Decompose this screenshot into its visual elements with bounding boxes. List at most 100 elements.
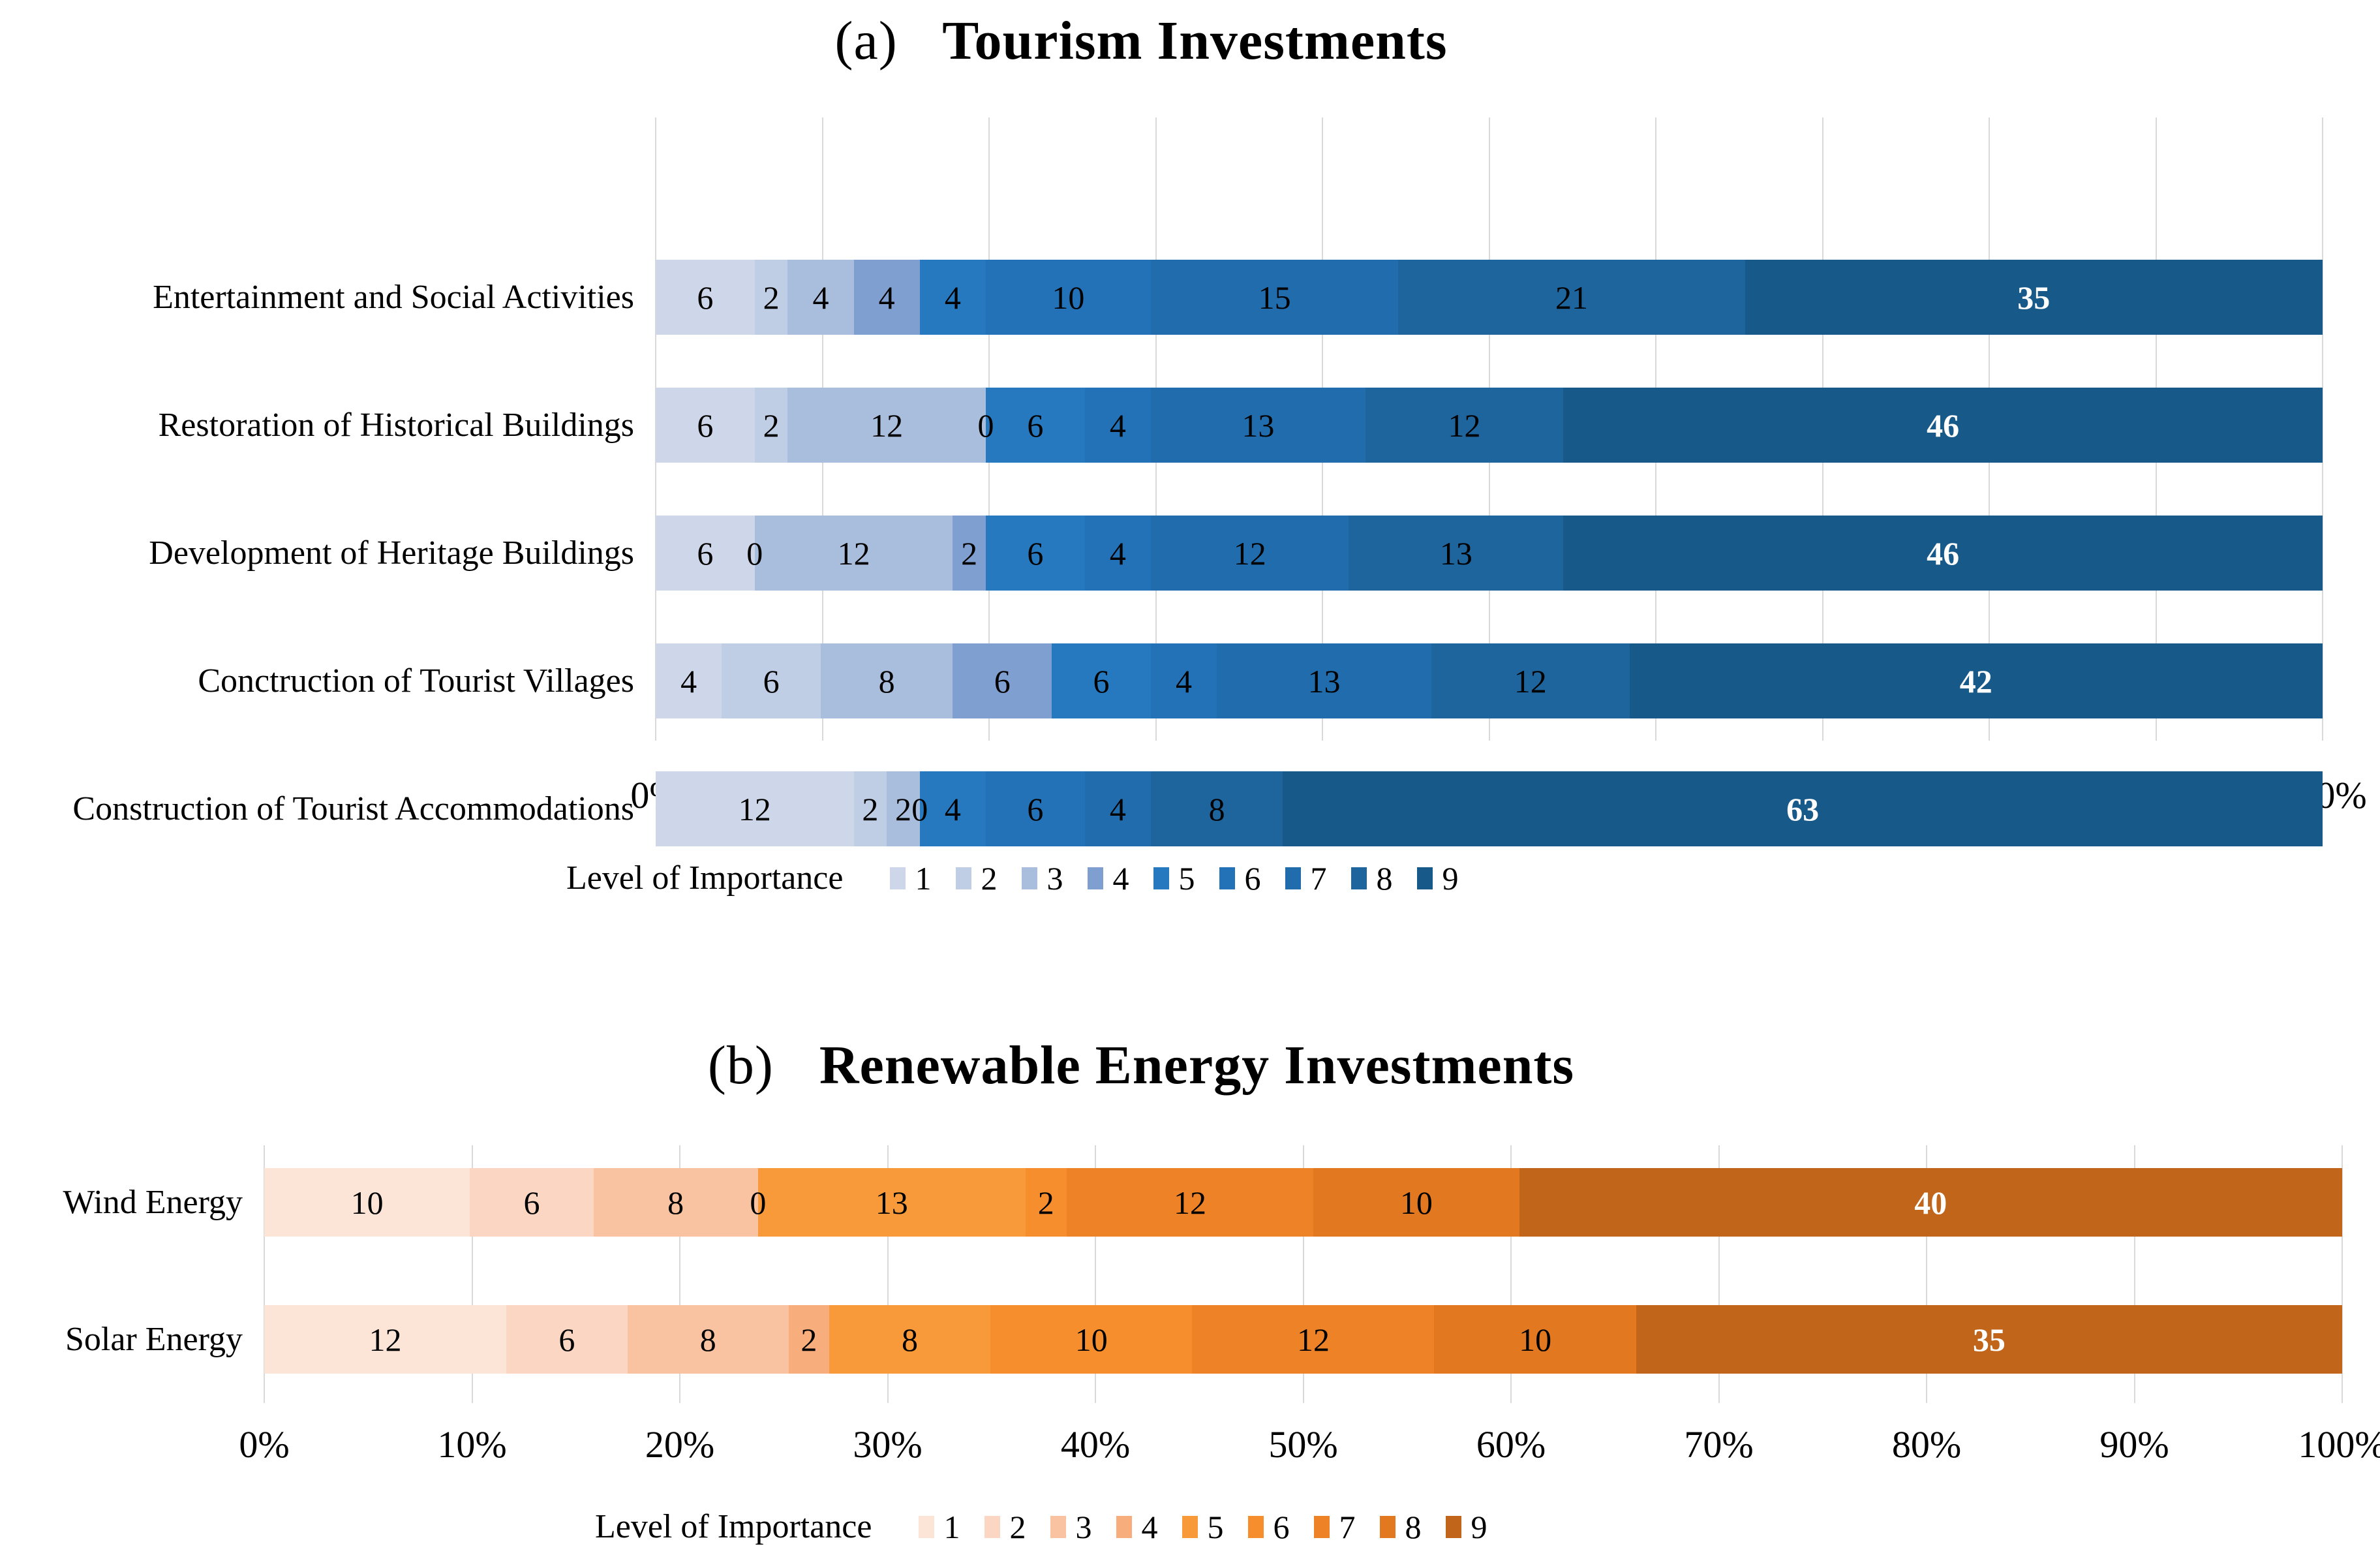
axis-tick-label: 60% <box>1476 1423 1546 1466</box>
legend-swatch <box>1314 1515 1330 1538</box>
bar-segment: 46 <box>1563 516 2323 591</box>
segment-value-label: 12 <box>1448 407 1481 444</box>
bar-segment: 10 <box>985 260 1151 335</box>
segment-value-label: 15 <box>1258 279 1291 316</box>
bar-segment: 4 <box>853 260 920 335</box>
gridline <box>1718 1145 1720 1403</box>
segment-value-label: 4 <box>944 279 961 316</box>
segment-value-label: 4 <box>1109 790 1126 827</box>
legend-swatch <box>1219 867 1236 889</box>
gridline <box>2342 1145 2343 1403</box>
legend-swatch <box>1050 1515 1067 1538</box>
legend-item: 5 <box>1182 1511 1223 1543</box>
segment-value-label: 2 <box>763 407 780 444</box>
legend-label: 8 <box>1376 859 1393 897</box>
gridline <box>1302 1145 1304 1403</box>
legend-swatch <box>956 867 972 889</box>
segment-value-label: 10 <box>1075 1321 1108 1358</box>
bar-segment: 40 <box>1519 1168 2342 1237</box>
segment-value-label: 0 <box>750 1184 767 1221</box>
legend-swatch <box>1116 1515 1133 1538</box>
segment-value-label: 0 <box>977 407 994 444</box>
segment-value-label: 8 <box>699 1321 716 1358</box>
legend-label: 1 <box>943 1508 960 1545</box>
bar-segment: 2 <box>1025 1168 1067 1237</box>
bar-segment: 13 <box>1150 388 1365 463</box>
bar-segment: 46 <box>1563 388 2323 463</box>
bar-segment: 8 <box>627 1305 789 1374</box>
legend-label: 3 <box>1046 859 1063 897</box>
bar-segment: 2 <box>853 771 887 846</box>
bar-segment: 6 <box>722 643 821 718</box>
bar-segment: 35 <box>1636 1305 2342 1374</box>
legend-label: 5 <box>1178 859 1195 897</box>
category-label: Entertainment and Social Activities <box>153 279 634 316</box>
legend-item: 9 <box>1417 862 1458 895</box>
chart-b-x-axis: 0% 10% 20% 30% 40% 50% 60% 70% 80% 90% 100% <box>239 1423 2380 1475</box>
legend-label: 4 <box>1112 859 1129 897</box>
segment-value-label: 6 <box>523 1184 540 1221</box>
bar-segment: 12 <box>1431 643 1630 718</box>
bar-segment: 10 <box>1313 1168 1519 1237</box>
segment-value-label: 6 <box>697 534 714 572</box>
bar-segment: 8 <box>820 643 953 718</box>
legend-item: 4 <box>1088 862 1129 895</box>
chart-b-title-text: Renewable Energy Investments <box>819 1035 1575 1096</box>
segment-value-label: 21 <box>1555 279 1588 316</box>
bar-segment: 6 <box>985 771 1085 846</box>
bar-segment: 13 <box>1349 516 1564 591</box>
bar-segment: 12 <box>1150 516 1349 591</box>
bar-segment: 12 <box>264 1305 507 1374</box>
gridline <box>2322 117 2323 741</box>
segment-value-label: 2 <box>862 790 879 827</box>
bar-segment: 6 <box>656 516 755 591</box>
bar-segment: 4 <box>1084 388 1151 463</box>
tourism-investments-chart: (a) Tourism Investments Entertainment an… <box>72 10 2366 897</box>
segment-value-label: 2 <box>961 534 978 572</box>
segment-value-label: 8 <box>878 662 895 700</box>
segment-value-label: 12 <box>738 790 771 827</box>
legend-swatch <box>1446 1515 1462 1538</box>
segment-value-label: 42 <box>1959 662 1992 700</box>
bar-segment: 6 <box>985 516 1085 591</box>
axis-tick-label: 30% <box>853 1423 923 1466</box>
legend-label: 7 <box>1339 1508 1356 1545</box>
legend-swatch <box>919 1515 935 1538</box>
bar-row: 6 0 12 2 6 4 12 13 46 <box>656 516 2323 591</box>
segment-value-label: 46 <box>1927 534 1960 572</box>
axis-tick-label: 40% <box>1060 1423 1131 1466</box>
bar-segment: 12 <box>1365 388 1564 463</box>
segment-value-label: 12 <box>1233 534 1266 572</box>
legend-item: 9 <box>1446 1511 1487 1543</box>
segment-value-label: 35 <box>2017 279 2051 316</box>
segment-value-label: 2 <box>1037 1184 1054 1221</box>
bar-segment: 6 <box>953 643 1052 718</box>
bar-segment: 12 <box>1066 1168 1314 1237</box>
bar-row: 4 6 8 6 6 4 13 12 42 <box>656 643 2323 718</box>
bar-segment: 12 <box>656 771 854 846</box>
bar-segment: 10 <box>264 1168 470 1237</box>
legend-item: 5 <box>1153 862 1195 895</box>
axis-tick-label: 80% <box>1891 1423 1962 1466</box>
legend-item: 6 <box>1219 862 1260 895</box>
legend-swatch <box>1022 867 1038 889</box>
legend-item: 8 <box>1380 1511 1421 1543</box>
bar-segment: 21 <box>1398 260 1745 335</box>
legend-item: 7 <box>1314 1511 1355 1543</box>
category-label: Conctruction of Tourist Villages <box>198 662 634 700</box>
bar-segment: 12 <box>754 516 953 591</box>
legend-label: 5 <box>1207 1508 1224 1545</box>
gridline <box>2133 1145 2135 1403</box>
bar-row: 6 2 12 0 6 4 13 12 46 <box>656 388 2323 463</box>
bar-segment: 2 <box>754 388 788 463</box>
bar-segment: 6 <box>506 1305 628 1374</box>
axis-tick-label: 20% <box>645 1423 715 1466</box>
bar-row: 12 2 2 0 4 6 4 8 63 <box>656 771 2323 846</box>
segment-value-label: 6 <box>1027 407 1044 444</box>
bar-segment: 10 <box>990 1305 1193 1374</box>
segment-value-label: 12 <box>870 407 904 444</box>
chart-a-legend-title: Level of Importance <box>566 859 844 897</box>
bar-segment: 4 <box>1084 771 1151 846</box>
segment-value-label: 2 <box>763 279 780 316</box>
segment-value-label: 6 <box>763 662 780 700</box>
